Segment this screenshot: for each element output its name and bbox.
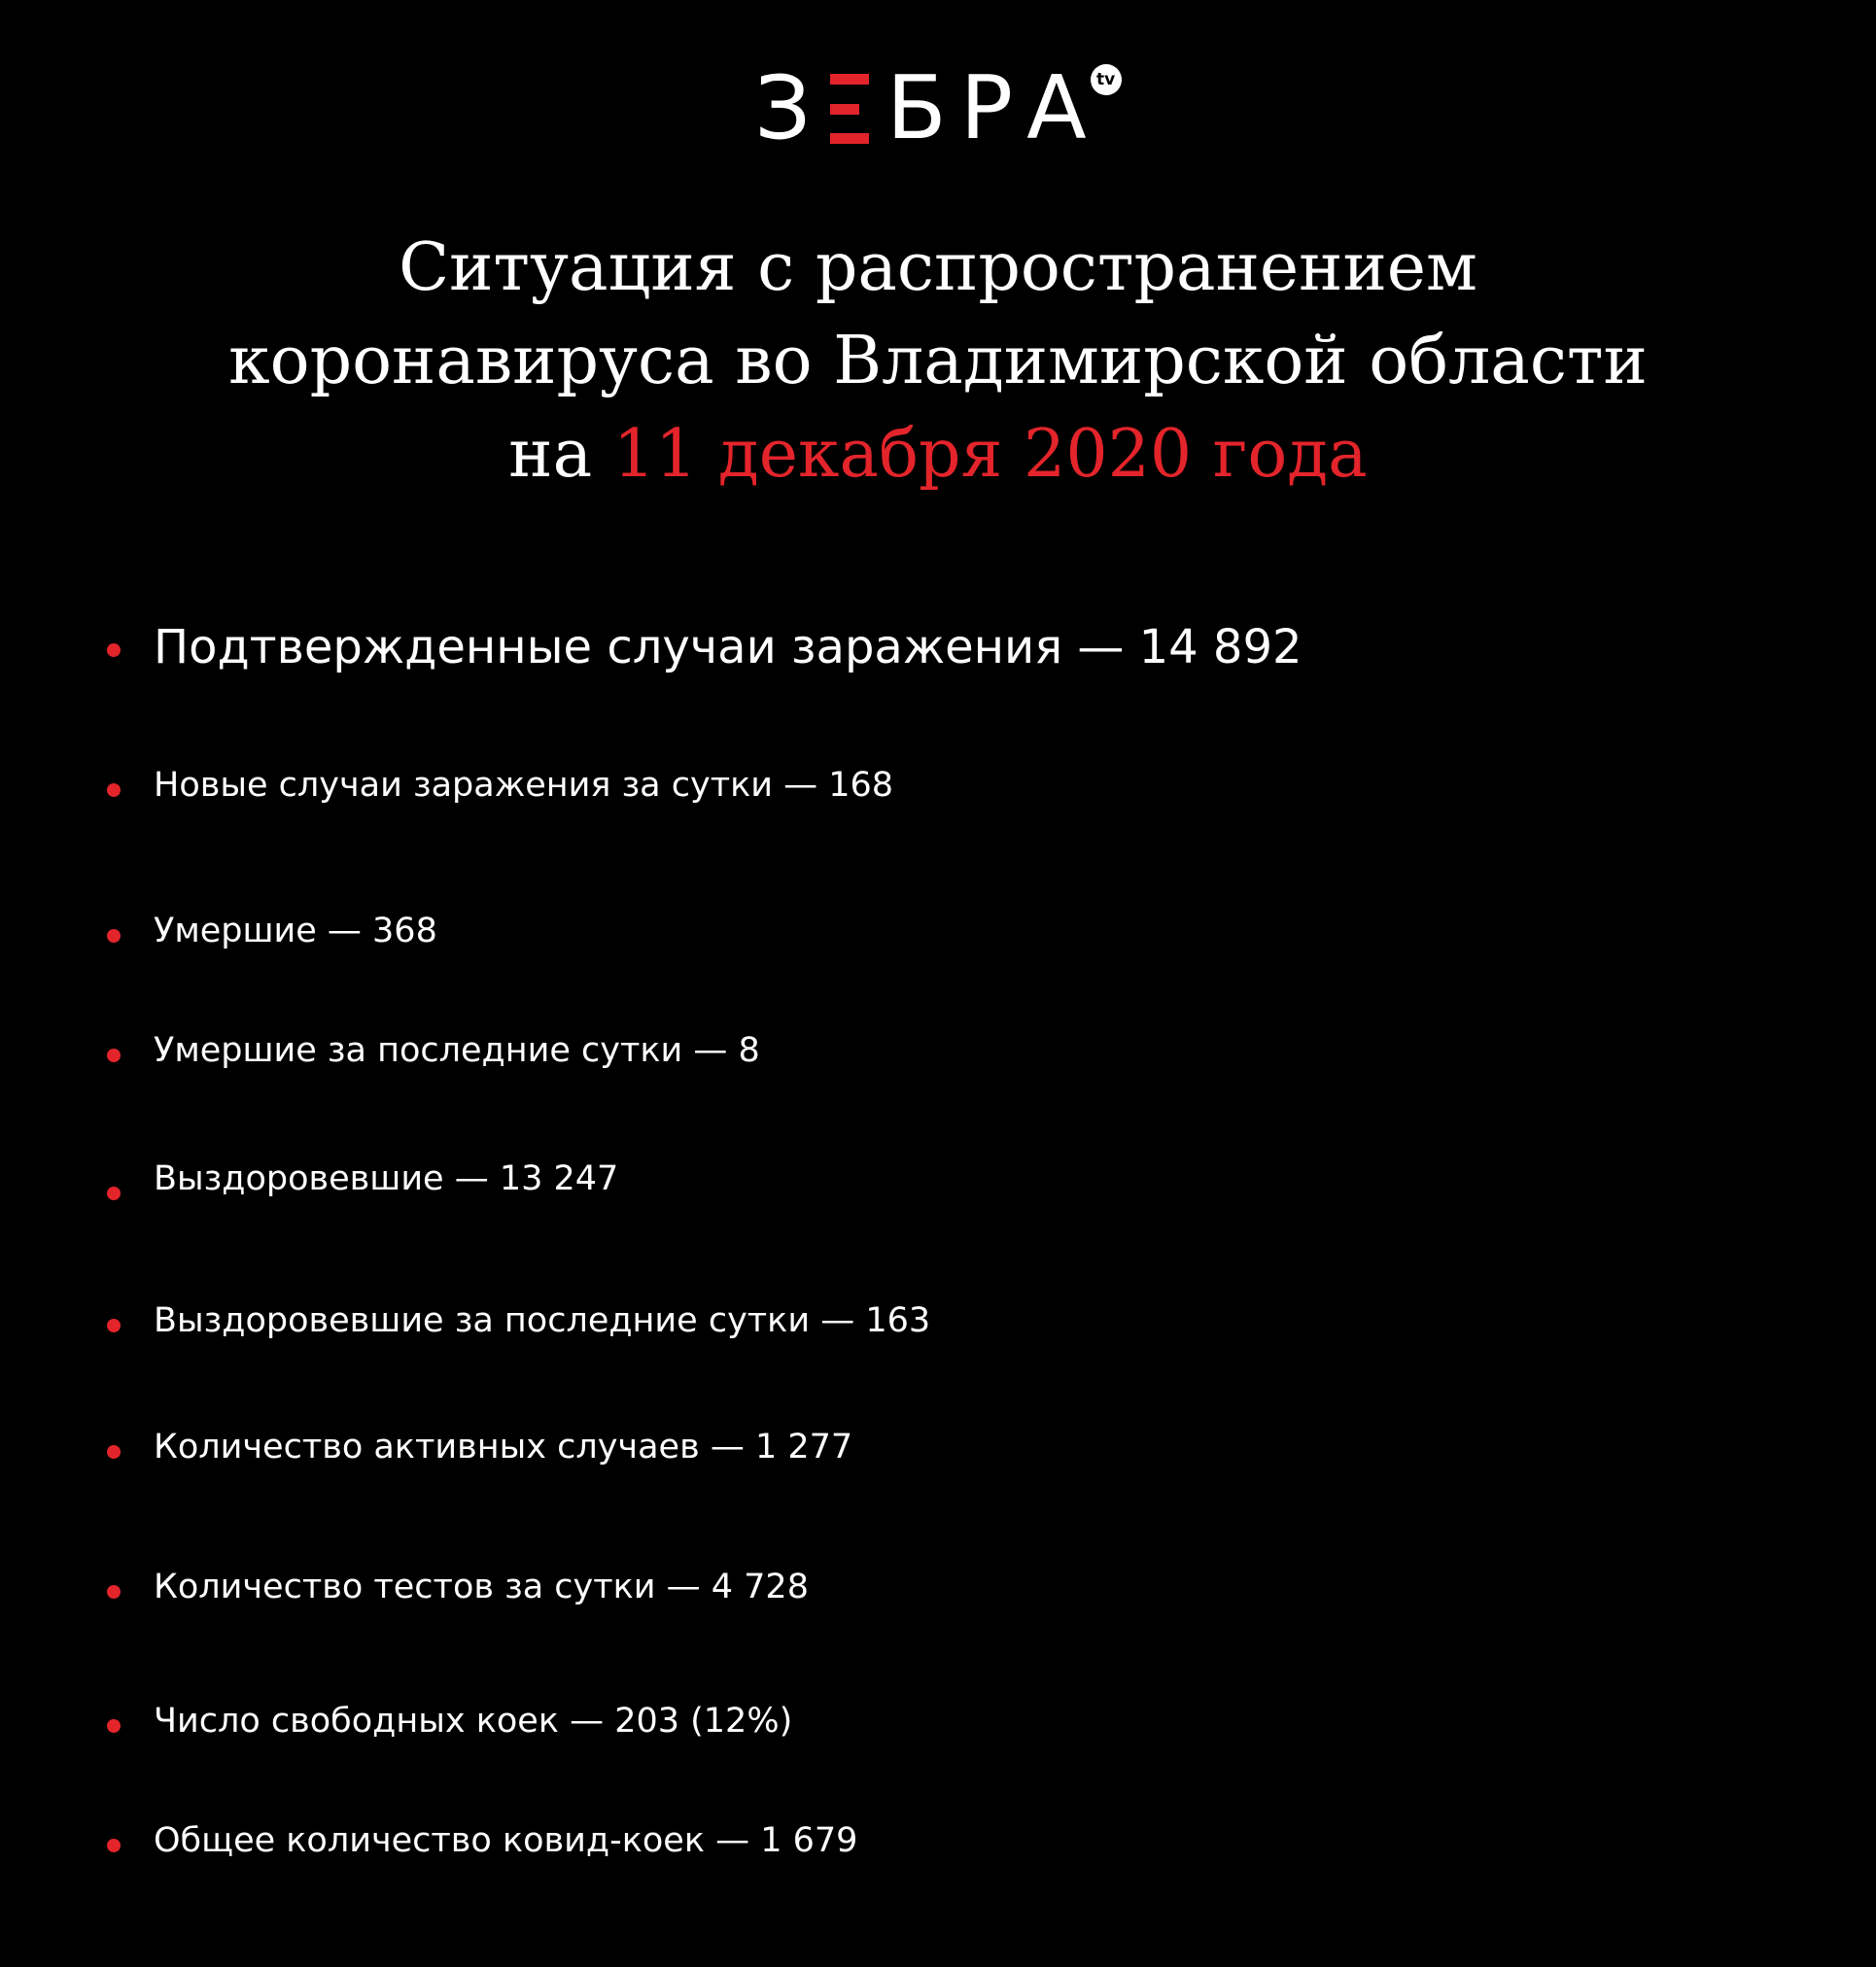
title-date: 11 декабря 2020 года <box>612 416 1368 493</box>
title-line-1: Ситуация с распространением <box>399 229 1477 306</box>
stat-label: Умершие — 368 <box>154 912 437 950</box>
stat-label: Общее количество ковид-коек — 1 679 <box>154 1821 858 1860</box>
bullet-icon <box>107 1839 121 1852</box>
bullet-icon <box>107 1319 121 1332</box>
stat-label: Количество тестов за сутки — 4 728 <box>154 1568 809 1606</box>
stat-label: Выздоровевшие за последние сутки — 163 <box>154 1301 931 1340</box>
bullet-icon <box>107 1585 121 1599</box>
logo-red-bars <box>830 74 870 144</box>
stat-label: Подтвержденные случаи заражения — 14 892 <box>154 620 1303 674</box>
zebra-tv-logo: З БРАtv <box>0 60 1876 157</box>
page-title: Ситуация с распространением коронавируса… <box>0 222 1876 501</box>
logo-letters: БРА <box>886 57 1100 159</box>
stat-label: Выздоровевшие — 13 247 <box>154 1159 619 1198</box>
bullet-icon <box>107 643 121 657</box>
stat-label: Умершие за последние сутки — 8 <box>154 1031 760 1070</box>
logo-tv-badge: tv <box>1090 64 1122 95</box>
title-line-2: коронавируса во Владимирской области <box>228 323 1648 399</box>
bullet-icon <box>107 783 121 797</box>
bullet-icon <box>107 1445 121 1459</box>
bullet-icon <box>107 929 121 943</box>
bullet-icon <box>107 1719 121 1733</box>
bullet-icon <box>107 1187 121 1200</box>
title-line-3: на 11 декабря 2020 года <box>0 408 1876 501</box>
stat-label: Количество активных случаев — 1 277 <box>154 1428 853 1467</box>
bullet-icon <box>107 1049 121 1062</box>
title-prefix: на <box>508 416 593 493</box>
stat-label: Число свободных коек — 203 (12%) <box>154 1702 793 1741</box>
logo-letter: З <box>754 57 825 159</box>
stat-label: Новые случаи заражения за сутки — 168 <box>154 766 894 805</box>
